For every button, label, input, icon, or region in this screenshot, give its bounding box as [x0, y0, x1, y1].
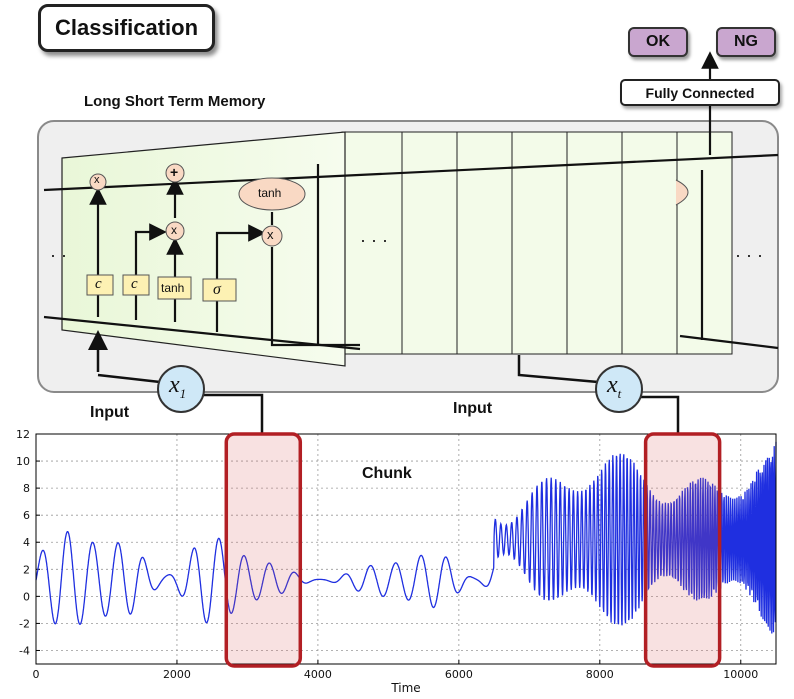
chunk-highlight-2 — [643, 432, 722, 668]
y-tick-label: -2 — [19, 617, 30, 630]
lstm-cell-stack — [61, 131, 733, 367]
tanh-op-label: tanh — [258, 186, 282, 200]
gate-tanh — [157, 276, 192, 300]
mult-op-3 — [261, 225, 283, 247]
input-xt-label: xt — [607, 372, 621, 402]
lstm-label: Long Short Term Memory — [84, 93, 266, 110]
input-xt-circle — [595, 365, 643, 413]
gate-c2-label: c — [131, 276, 138, 292]
gate-c1-label: c — [95, 276, 102, 292]
lstm-cell-7 — [616, 131, 678, 355]
gate-sigma-label: σ — [213, 281, 221, 298]
y-tick-label: 12 — [16, 428, 30, 441]
add-op — [165, 163, 185, 183]
y-tick-label: 4 — [23, 536, 30, 549]
input-x1-sub: 1 — [179, 385, 187, 401]
input-x1-label: x1 — [169, 372, 186, 402]
y-tick-label: 6 — [23, 509, 30, 522]
add-op-label: + — [170, 164, 179, 180]
plot-frame — [35, 433, 777, 665]
partial-tanh-op — [675, 179, 689, 206]
ellipsis-left: · · — [50, 245, 67, 265]
lstm-cell-front — [61, 131, 346, 367]
y-tick-label: 8 — [23, 482, 30, 495]
lstm-cell-3 — [396, 131, 458, 355]
y-tick-label: 2 — [23, 563, 30, 576]
fully-connected-label: Fully Connected — [645, 84, 755, 101]
mult-op-2 — [165, 221, 185, 241]
lstm-cell-2 — [341, 131, 403, 355]
chunk-highlight-1 — [224, 432, 303, 668]
x-tick-label: 6000 — [445, 668, 473, 681]
gates — [86, 274, 237, 302]
ok-label: OK — [646, 33, 670, 50]
chunk-label: Chunk — [362, 465, 412, 482]
title-text: Classification — [54, 15, 199, 40]
mult-op-3-label: x — [267, 227, 274, 242]
x-tick-label: 8000 — [586, 668, 614, 681]
gate-tanh-label: tanh — [161, 281, 185, 295]
gate-c1 — [86, 274, 114, 296]
y-tick-label: 10 — [16, 455, 30, 468]
mult-op-1 — [89, 173, 107, 191]
ellipsis-middle: · · · — [360, 230, 388, 250]
x-tick-label: 10000 — [723, 668, 758, 681]
input-label-1: Input — [90, 404, 130, 421]
y-tick-label: -4 — [19, 644, 30, 657]
signal-line — [35, 441, 777, 634]
gate-c2 — [122, 274, 150, 296]
x-tick-label: 0 — [33, 668, 40, 681]
input-x1-var: x — [169, 372, 180, 398]
lstm-cell-6 — [561, 131, 623, 355]
input-x1-circle — [157, 365, 205, 413]
lstm-cell-4 — [451, 131, 513, 355]
operators — [89, 163, 689, 247]
ng-label: NG — [734, 33, 758, 50]
lstm-cell-5 — [506, 131, 568, 355]
signal-chart: 0 2000 4000 6000 8000 10000 -4 -2 0 2 4 6 8 10 12 Time — [16, 428, 777, 695]
input-xt-var: x — [607, 372, 618, 398]
ellipsis-right: · · · — [735, 245, 763, 265]
mult-op-1-label: x — [94, 174, 100, 186]
ok-output-box: OK — [628, 27, 688, 57]
input-label-2: Input — [453, 400, 493, 417]
fully-connected-box: Fully Connected — [620, 79, 780, 106]
title-box: Classification — [38, 4, 215, 52]
input-xt-sub: t — [617, 385, 622, 401]
x-tick-label: 4000 — [304, 668, 332, 681]
x-tick-label: 2000 — [163, 668, 191, 681]
ng-output-box: NG — [716, 27, 776, 57]
x-axis-label: Time — [390, 681, 420, 695]
y-tick-label: 0 — [23, 590, 30, 603]
tanh-op — [238, 177, 306, 211]
mult-op-2-label: x — [171, 223, 177, 237]
gate-sigma — [202, 278, 237, 302]
cell-wiring — [43, 51, 779, 351]
